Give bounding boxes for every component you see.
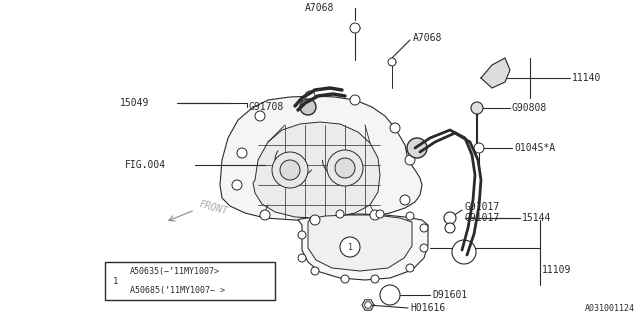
- Circle shape: [376, 210, 384, 218]
- Circle shape: [272, 152, 308, 188]
- Text: G91017: G91017: [464, 213, 499, 223]
- Circle shape: [405, 155, 415, 165]
- Circle shape: [400, 195, 410, 205]
- Circle shape: [390, 123, 400, 133]
- Text: 11109: 11109: [542, 265, 572, 275]
- Circle shape: [350, 95, 360, 105]
- Circle shape: [350, 23, 360, 33]
- Circle shape: [298, 254, 306, 262]
- Circle shape: [456, 244, 472, 260]
- Circle shape: [420, 244, 428, 252]
- Text: A7068: A7068: [413, 33, 442, 43]
- Circle shape: [406, 212, 414, 220]
- Circle shape: [305, 91, 315, 101]
- Circle shape: [388, 58, 396, 66]
- Circle shape: [280, 160, 300, 180]
- Circle shape: [341, 275, 349, 283]
- Text: G91708: G91708: [248, 102, 284, 112]
- Text: 0104S*A: 0104S*A: [514, 143, 555, 153]
- Circle shape: [406, 264, 414, 272]
- Circle shape: [300, 99, 316, 115]
- Text: D91601: D91601: [432, 290, 467, 300]
- Text: FIG.004: FIG.004: [125, 160, 166, 170]
- Polygon shape: [362, 300, 374, 310]
- Text: 1: 1: [113, 276, 118, 285]
- Circle shape: [310, 215, 320, 225]
- Text: 11140: 11140: [572, 73, 602, 83]
- Text: A7068: A7068: [305, 3, 335, 13]
- Text: A031001124: A031001124: [585, 304, 635, 313]
- FancyBboxPatch shape: [105, 262, 275, 300]
- Polygon shape: [220, 96, 422, 221]
- Circle shape: [335, 158, 355, 178]
- Circle shape: [255, 111, 265, 121]
- Circle shape: [444, 212, 456, 224]
- Text: A50635(−’11MY1007>: A50635(−’11MY1007>: [130, 267, 220, 276]
- Text: 15144: 15144: [522, 213, 552, 223]
- Circle shape: [371, 275, 379, 283]
- Polygon shape: [481, 58, 510, 88]
- Circle shape: [260, 210, 270, 220]
- Circle shape: [471, 102, 483, 114]
- Circle shape: [384, 289, 396, 301]
- Circle shape: [298, 231, 306, 239]
- Circle shape: [327, 150, 363, 186]
- Circle shape: [370, 210, 380, 220]
- Circle shape: [407, 138, 427, 158]
- Circle shape: [340, 237, 360, 257]
- Circle shape: [311, 267, 319, 275]
- Polygon shape: [298, 214, 428, 280]
- Text: 1: 1: [348, 243, 353, 252]
- Text: 15049: 15049: [120, 98, 149, 108]
- Circle shape: [380, 285, 400, 305]
- Circle shape: [336, 210, 344, 218]
- Polygon shape: [308, 215, 412, 271]
- Circle shape: [445, 223, 455, 233]
- Circle shape: [107, 272, 125, 290]
- Circle shape: [474, 143, 484, 153]
- Text: G90808: G90808: [512, 103, 547, 113]
- Circle shape: [452, 240, 476, 264]
- Text: FRONT: FRONT: [198, 199, 229, 217]
- Text: A50685(’11MY1007− >: A50685(’11MY1007− >: [130, 286, 225, 295]
- Polygon shape: [253, 122, 380, 218]
- Circle shape: [420, 224, 428, 232]
- Text: H01616: H01616: [410, 303, 445, 313]
- Circle shape: [232, 180, 242, 190]
- Circle shape: [365, 302, 371, 308]
- Circle shape: [237, 148, 247, 158]
- Text: G91017: G91017: [464, 202, 499, 212]
